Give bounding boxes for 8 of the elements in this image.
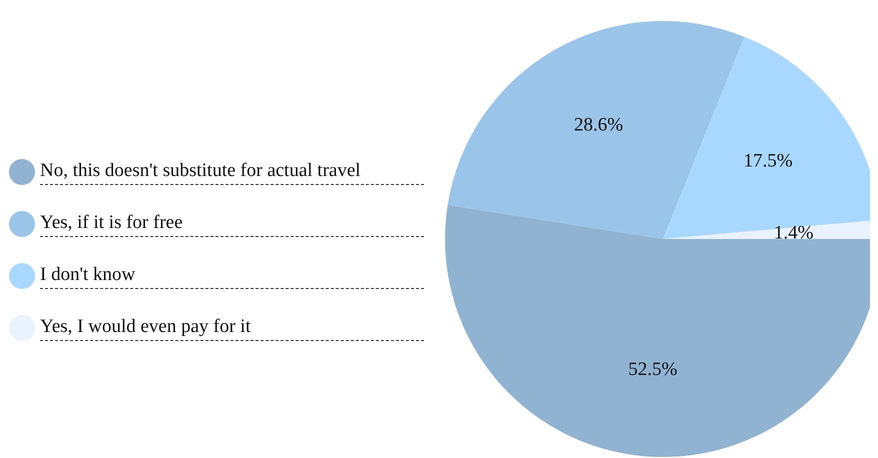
data-label: 28.6% bbox=[574, 114, 624, 136]
legend-label: No, this doesn't substitute for actual travel bbox=[40, 160, 424, 184]
data-label: 52.5% bbox=[628, 358, 678, 380]
data-label: 17.5% bbox=[744, 150, 793, 172]
data-label: 1.4% bbox=[774, 222, 814, 244]
legend-label: I don't know bbox=[40, 264, 424, 288]
legend-label: Yes, I would even pay for it bbox=[40, 316, 424, 340]
legend-label: Yes, if it is for free bbox=[40, 212, 424, 236]
